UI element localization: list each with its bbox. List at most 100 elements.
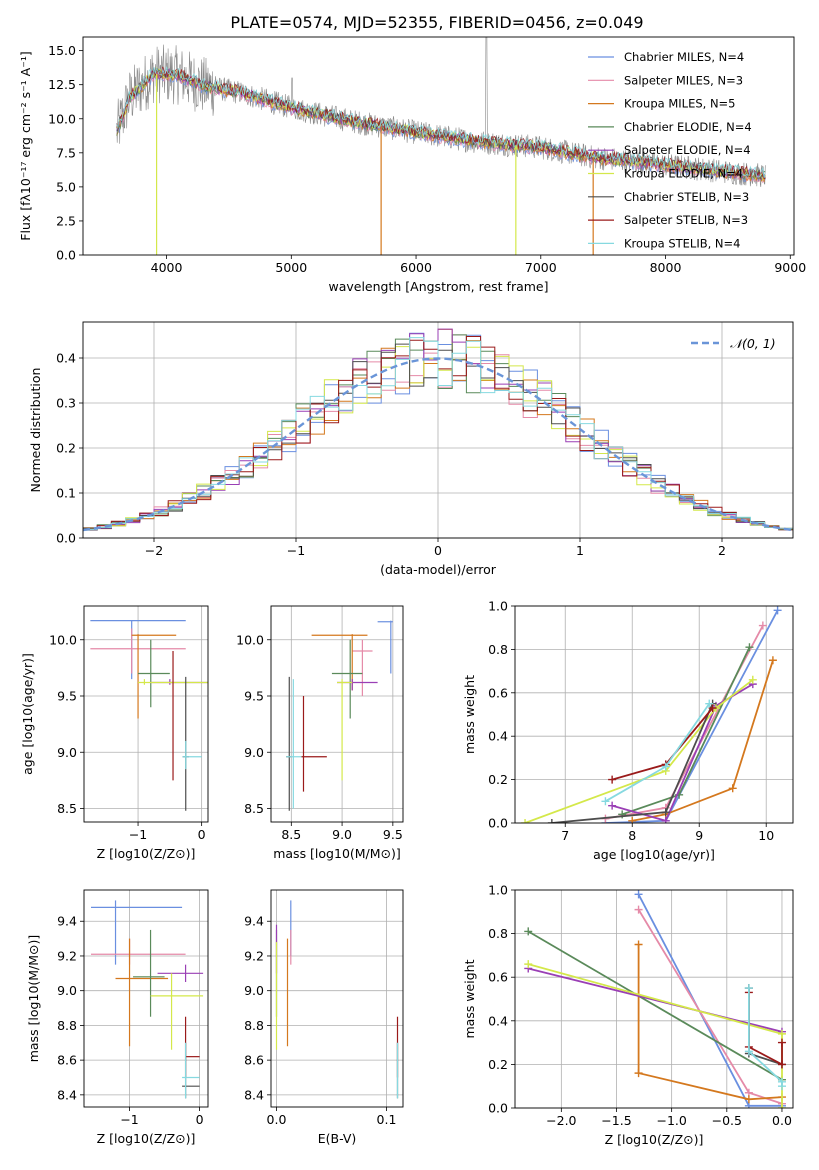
legend-entry: 𝒩(0, 1) bbox=[730, 336, 776, 351]
residual-legend: 𝒩(0, 1) bbox=[691, 336, 776, 351]
mass-weight-line bbox=[527, 963, 783, 1108]
x-axis-label: Z [log10(Z/Z⊙)] bbox=[97, 1131, 196, 1146]
mass-weight-marker bbox=[745, 643, 754, 652]
spectrum-plot-area bbox=[116, 37, 766, 255]
y-tick-label: 9.2 bbox=[244, 948, 264, 963]
panel-age_vs_Z: −1 0 8.5 9.0 9.5 10.0 Z [log10(Z/Z⊙)] age [log1… bbox=[20, 605, 209, 861]
panel-mass_vs_Z: −1 0 8.4 8.6 8.8 9.0 9.2 9.4 Z [log10(Z/Z⊙)] mass… bbox=[26, 889, 209, 1146]
y-tick-label: 9.2 bbox=[57, 948, 77, 963]
x-tick-label: 1 bbox=[576, 543, 584, 558]
legend-entry: Salpeter STELIB, N=3 bbox=[624, 213, 748, 227]
mass-weight-marker bbox=[524, 960, 533, 969]
mass-weight-marker bbox=[661, 816, 670, 823]
mass-weight-marker bbox=[634, 1069, 643, 1078]
mass-weight-marker bbox=[661, 808, 670, 817]
mass-weight-marker bbox=[634, 890, 643, 899]
y-tick-label: 9.0 bbox=[57, 983, 77, 998]
y-axis-label: mass [log10(M/M⊙)] bbox=[26, 935, 41, 1063]
mass-weight-marker bbox=[728, 784, 737, 793]
x-tick-label: 0 bbox=[198, 827, 206, 842]
mass-weight-marker bbox=[777, 1104, 786, 1108]
legend-entry: Chabrier MILES, N=4 bbox=[624, 50, 744, 64]
model-spectrum-line bbox=[116, 66, 766, 178]
mass-weight-line bbox=[527, 967, 783, 1033]
histogram-plot-area bbox=[83, 328, 793, 532]
y-tick-label: 8.6 bbox=[57, 1053, 77, 1068]
mass-weight-marker bbox=[773, 606, 782, 615]
mass-weight-line bbox=[748, 988, 783, 1087]
x-tick-label: 7 bbox=[561, 828, 569, 843]
axes-frame bbox=[270, 605, 404, 823]
mass-weight-marker bbox=[608, 801, 617, 810]
x-tick-label: 0.1 bbox=[377, 1112, 397, 1127]
x-tick-label: 8 bbox=[628, 828, 636, 843]
y-tick-label: 8.4 bbox=[57, 1087, 77, 1102]
mass-weight-marker bbox=[748, 675, 757, 684]
panel-mass_vs_ebv: 0.0 0.1 8.4 8.6 8.8 9.0 9.2 9.4 E(B-V) bbox=[244, 889, 404, 1146]
y-axis-label: mass weight bbox=[462, 675, 477, 754]
y-tick-label: 9.0 bbox=[57, 745, 77, 760]
mass-weight-marker bbox=[601, 797, 610, 806]
mass-weight-line bbox=[527, 930, 783, 1081]
y-tick-label: 0.0 bbox=[488, 1101, 508, 1116]
y-tick-label: 9.0 bbox=[244, 983, 264, 998]
legend-entry: Kroupa STELIB, N=4 bbox=[624, 236, 741, 250]
x-axis-label: wavelength [Angstrom, rest frame] bbox=[328, 279, 548, 294]
x-axis-label: (data-model)/error bbox=[380, 562, 497, 577]
x-tick-label: 5000 bbox=[275, 260, 307, 275]
panel-mass_weight_vs_Z: −2.0 −1.5 −1.0 −0.5 0.0 0.0 0.2 0.4 0.6 0.8 1.0 Z [… bbox=[462, 883, 794, 1147]
y-tick-label: 0.2 bbox=[56, 441, 76, 456]
y-tick-label: 9.4 bbox=[57, 914, 77, 929]
y-tick-label: 9.5 bbox=[57, 689, 77, 704]
y-tick-label: 9.4 bbox=[244, 914, 264, 929]
mass-weight-marker bbox=[524, 927, 533, 936]
y-tick-label: 0.4 bbox=[56, 351, 76, 366]
y-tick-label: 0.2 bbox=[488, 1057, 508, 1072]
y-tick-label: 0.6 bbox=[488, 685, 508, 700]
x-tick-label: 9 bbox=[695, 828, 703, 843]
axes-frame bbox=[514, 605, 794, 824]
errorbar-plot-area bbox=[90, 620, 208, 811]
mass-weight-marker bbox=[777, 1082, 786, 1091]
mass-weight-marker bbox=[744, 1095, 753, 1104]
residual-histogram bbox=[83, 337, 793, 530]
y-tick-label: 8.8 bbox=[57, 1018, 77, 1033]
y-axis-label: mass weight bbox=[462, 959, 477, 1038]
mass-weight-line bbox=[637, 909, 783, 1105]
x-axis-label: Z [log10(Z/Z⊙)] bbox=[97, 846, 196, 861]
y-tick-label: 0.8 bbox=[488, 926, 508, 941]
y-tick-label: 0.1 bbox=[56, 486, 76, 501]
y-tick-label: 9.0 bbox=[244, 745, 264, 760]
y-tick-label: 1.0 bbox=[488, 883, 508, 898]
normal-curve bbox=[83, 357, 793, 532]
x-tick-label: 9.5 bbox=[383, 827, 403, 842]
y-tick-label: 0.0 bbox=[56, 248, 76, 263]
panel-age_vs_mass: 8.5 9.0 9.5 8.5 9.0 9.5 10.0 mass [log10(M/M⊙)] bbox=[236, 605, 404, 861]
mass-weight-marker bbox=[744, 984, 753, 993]
axes-frame bbox=[83, 889, 209, 1108]
x-axis-label: E(B-V) bbox=[318, 1131, 357, 1146]
x-tick-label: 4000 bbox=[151, 260, 183, 275]
legend-entry: Salpeter MILES, N=3 bbox=[624, 73, 743, 87]
mass-weight-marker bbox=[628, 816, 637, 823]
x-tick-label: −1 bbox=[129, 827, 147, 842]
mass-weight-marker bbox=[777, 1060, 786, 1069]
errorbar-plot-area bbox=[286, 620, 393, 811]
line-plot-area bbox=[521, 606, 782, 823]
x-tick-label: 8.5 bbox=[281, 827, 301, 842]
legend-entry: Kroupa MILES, N=5 bbox=[624, 97, 736, 111]
panel-mass_weight_vs_age: 7 8 9 10 0.0 0.2 0.4 0.6 0.8 1.0 age [log10(age/yr… bbox=[462, 599, 794, 862]
y-tick-label: 2.5 bbox=[56, 213, 76, 228]
mass-weight-line bbox=[632, 660, 774, 822]
y-tick-label: 10.0 bbox=[49, 632, 77, 647]
y-tick-label: 8.4 bbox=[244, 1087, 264, 1102]
x-tick-label: −1.5 bbox=[601, 1113, 631, 1128]
panel-residuals: −2 −1 0 1 2 0.0 0.1 0.2 0.3 0.4 (data-model)/error… bbox=[28, 321, 794, 577]
mass-weight-line bbox=[605, 625, 764, 820]
mass-weight-line bbox=[637, 944, 783, 1101]
y-tick-label: 8.6 bbox=[244, 1053, 264, 1068]
mass-weight-marker bbox=[758, 621, 767, 630]
axes-frame bbox=[82, 321, 794, 539]
x-tick-label: 0 bbox=[434, 543, 442, 558]
